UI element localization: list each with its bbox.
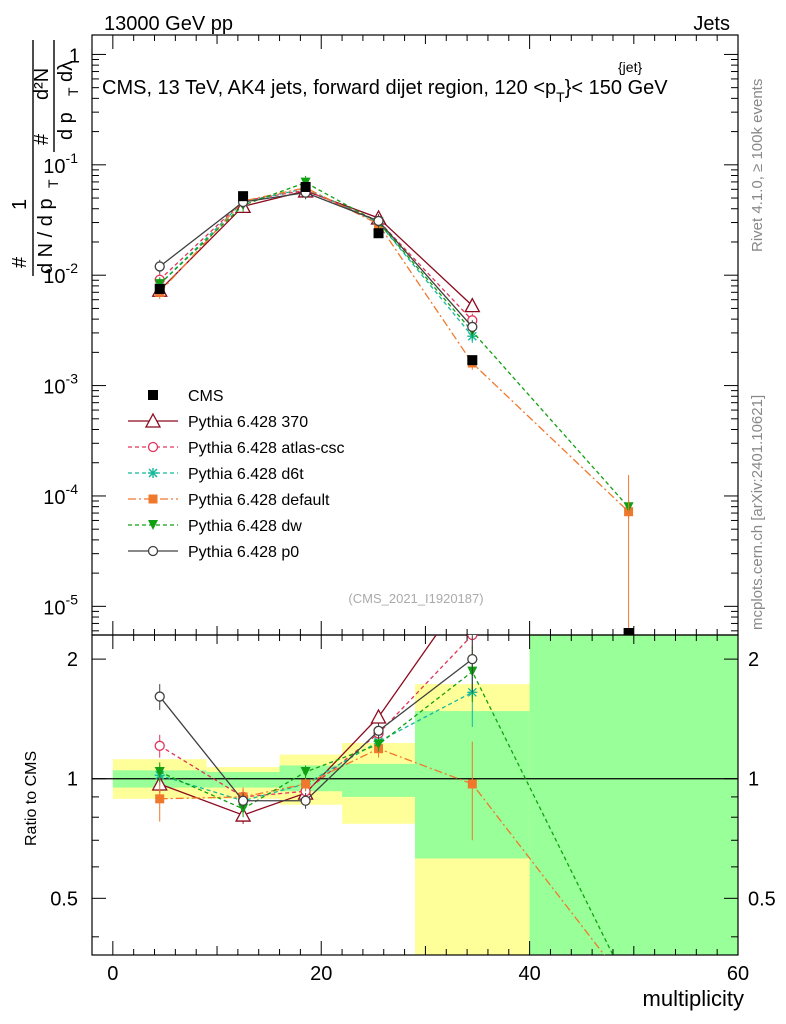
legend-marker-1 <box>147 441 159 453</box>
ratio-point-0-3 <box>370 708 387 724</box>
ratio-point-3-0 <box>155 794 165 804</box>
x-tick-label: 60 <box>727 963 749 985</box>
ratio-y-tick-label-right: 0.5 <box>748 888 776 910</box>
title-sup: {jet} <box>618 59 642 75</box>
mcplots-label: mcplots.cern.ch [arXiv:2401.10621] <box>749 395 766 630</box>
data-markers <box>154 181 634 635</box>
ratio-point-5-0 <box>154 691 165 702</box>
legend: CMS Pythia 6.428 370 Pythia 6.428 atlas-cs… <box>128 388 345 561</box>
ratio-point-3-4 <box>467 779 477 789</box>
header-left: 13000 GeV pp <box>104 13 233 35</box>
title-end: }< 150 GeV <box>565 77 669 99</box>
main-y-tick-label: 10-5 <box>43 591 78 619</box>
main-line-0 <box>159 190 473 307</box>
title-sub: T <box>556 89 565 105</box>
ratio-curves <box>151 635 614 955</box>
legend-label-3: Pythia 6.428 default <box>188 492 330 509</box>
ratio-point-5-4 <box>467 653 478 665</box>
ylabel-t-sub-2: T <box>65 87 81 96</box>
ratio-point-5-2 <box>300 795 311 806</box>
ratio-point-3-2 <box>301 779 311 789</box>
ylabel-t-sub-1: T <box>45 179 61 188</box>
ratio-line-2 <box>159 691 473 802</box>
band-green-5 <box>529 635 738 955</box>
main-point-0-4 <box>464 297 481 313</box>
data-point-4 <box>467 355 478 366</box>
data-point-3 <box>373 228 384 239</box>
ratio-y-tick-label-left: 2 <box>67 649 78 671</box>
ylabel-one: 1 <box>9 199 31 210</box>
main-curves <box>151 175 634 635</box>
legend-label-1: Pythia 6.428 atlas-csc <box>188 440 345 457</box>
main-y-tick-label: 10-2 <box>43 260 78 288</box>
ylabel-dn-dpt: d N / d p <box>35 198 57 274</box>
legend-marker-2 <box>148 468 158 478</box>
header-right: Jets <box>693 13 730 35</box>
ylabel-d2n: d²N <box>31 68 53 100</box>
data-point-2 <box>300 181 311 192</box>
ratio-y-tick-label-left: 0.5 <box>50 888 78 910</box>
data-point-1 <box>238 191 249 202</box>
ratio-point-5-3 <box>373 725 384 736</box>
title-main: CMS, 13 TeV, AK4 jets, forward dijet reg… <box>102 77 556 99</box>
ratio-y-tick-label-right: 1 <box>748 769 759 791</box>
legend-marker-5 <box>147 545 159 557</box>
main-y-axis-label: # 1 d N / d p T # d²N d p T dλ <box>9 40 81 276</box>
main-point-5-3 <box>373 215 384 227</box>
ratio-uncertainty-bands <box>112 635 738 955</box>
main-y-tick-label: 10-1 <box>43 150 78 178</box>
ratio-y-tick-label-left: 1 <box>67 769 78 791</box>
ylabel-dp: d p <box>55 112 77 140</box>
ratio-point-4-2 <box>300 766 311 777</box>
analysis-watermark: (CMS_2021_I1920187) <box>348 591 483 606</box>
plot-title: CMS, 13 TeV, AK4 jets, forward dijet reg… <box>102 59 668 105</box>
ratio-point-4-0 <box>154 766 165 777</box>
legend-cms-marker <box>148 390 158 400</box>
data-point-0 <box>154 283 165 294</box>
ylabel-hash-1: # <box>9 256 31 268</box>
x-tick-label: 40 <box>518 963 540 985</box>
main-line-3 <box>159 187 630 513</box>
ratio-point-4-3 <box>373 739 384 750</box>
legend-marker-3 <box>148 494 158 504</box>
legend-cms-label: CMS <box>188 388 224 405</box>
data-point-5 <box>623 628 634 635</box>
main-point-5-0 <box>154 261 165 272</box>
axes: 0 20 40 60 10-5 10-4 10-3 10-2 10-1 1 0.5 0.5 1 1 2 2 <box>43 35 776 985</box>
band-green-3 <box>342 763 415 797</box>
legend-marker-0 <box>144 412 162 428</box>
ratio-line-1 <box>159 635 473 798</box>
main-line-5 <box>159 191 473 328</box>
ratio-point-1-0 <box>154 740 165 751</box>
main-y-tick-label: 1 <box>69 45 80 67</box>
ylabel-dlambda: dλ <box>55 61 77 82</box>
legend-label-2: Pythia 6.428 d6t <box>188 466 304 483</box>
ylabel-hash-2: # <box>31 133 53 145</box>
svg-text:CMS, 13 TeV, AK4 jets, forward: CMS, 13 TeV, AK4 jets, forward dijet reg… <box>102 77 668 105</box>
main-line-1 <box>159 189 473 321</box>
main-point-5-4 <box>467 321 478 333</box>
legend-label-4: Pythia 6.428 dw <box>188 518 302 535</box>
x-tick-label: 0 <box>107 963 118 985</box>
ratio-y-tick-label-right: 2 <box>748 649 759 671</box>
band-green-1 <box>206 771 280 788</box>
main-y-tick-label: 10-3 <box>43 371 78 399</box>
main-line-2 <box>159 187 473 337</box>
legend-label-0: Pythia 6.428 370 <box>188 414 308 431</box>
x-tick-label: 20 <box>310 963 332 985</box>
rivet-label: Rivet 4.1.0, ≥ 100k events <box>749 79 766 252</box>
ratio-point-5-1 <box>237 795 249 806</box>
ratio-y-axis-label: Ratio to CMS <box>23 751 40 846</box>
ratio-plot-frame <box>91 634 739 956</box>
main-line-4 <box>159 181 630 508</box>
x-axis-label: multiplicity <box>643 986 744 1011</box>
legend-marker-4 <box>148 520 158 530</box>
legend-label-5: Pythia 6.428 p0 <box>188 544 299 561</box>
main-y-tick-label: 10-4 <box>43 481 78 509</box>
